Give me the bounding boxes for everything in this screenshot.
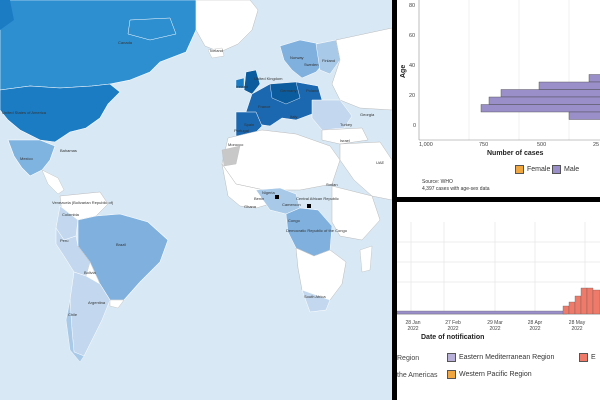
legend-swatch [552, 165, 561, 174]
map-label: Italy [290, 114, 298, 119]
map-label: Cameroon [282, 202, 301, 207]
x-tick-label: 750 [479, 142, 489, 148]
map-label: France [258, 104, 271, 109]
map-label: Israel [340, 138, 350, 143]
epi-bar [574, 295, 582, 315]
date-tick: 28 Jan 2022 [405, 320, 421, 332]
map-label: United States of America [2, 110, 47, 115]
map-label: Spain [244, 122, 255, 127]
date-tick: 29 Mar 2022 [487, 320, 503, 332]
epi-curve-chart [397, 222, 600, 315]
case-count-note: 4,397 cases with age-sex data [422, 186, 490, 192]
map-label: Bolivia [84, 270, 96, 275]
y-tick-label: 60 [409, 33, 416, 39]
epi-curve-panel: 28 Jan 2022 27 Feb 2022 29 Mar 2022 28 Apr 2… [397, 202, 600, 400]
legend-swatch [579, 353, 588, 362]
map-label: Democratic Republic of the Congo [286, 228, 347, 233]
map-label: Ghana [244, 204, 257, 209]
age-bar [488, 96, 600, 105]
y-tick-label: 80 [409, 3, 416, 9]
map-label: Poland [306, 88, 319, 93]
map-label: Ireland [236, 84, 249, 89]
legend-item-wpr: Western Pacific Region [447, 370, 532, 379]
x-axis-title: Number of cases [487, 150, 544, 157]
x-tick-label: 500 [537, 142, 547, 148]
map-label: Central African Republic [296, 196, 339, 201]
source-note: Source: WHO [422, 179, 453, 185]
map-label: Canada [118, 40, 133, 45]
map-label: Sweden [304, 62, 319, 67]
date-tick: 27 Feb 2022 [445, 320, 461, 332]
map-label: Argentina [88, 300, 106, 305]
small-country-marker [275, 195, 279, 199]
y-axis-title: Age [400, 64, 407, 78]
age-bar [480, 104, 600, 113]
y-tick-label: 40 [409, 63, 416, 69]
age-bar [568, 111, 600, 120]
epi-bar [562, 305, 570, 315]
legend-item-female: Female [515, 165, 550, 174]
world-map-panel[interactable]: Canada United States of America Mexico B… [0, 0, 392, 400]
panel-divider [392, 0, 397, 400]
greenland-shape [195, 0, 259, 53]
world-map [0, 0, 392, 363]
x-tick-label: 25 [593, 142, 600, 148]
map-label: Iceland [210, 48, 223, 53]
map-label: Germany [280, 88, 297, 93]
age-bar [538, 81, 600, 90]
map-label: Norway [290, 55, 304, 60]
map-label: Turkey [340, 122, 353, 127]
epi-bar [592, 289, 600, 315]
legend-swatch [515, 165, 524, 174]
x-tick-label: 1,000 [419, 142, 433, 148]
legend-item-emr: Eastern Mediterranean Region [447, 353, 554, 362]
usa-shape [0, 83, 121, 143]
age-bar [500, 89, 600, 98]
age-pyramid-chart [418, 0, 600, 141]
legend-swatch [447, 353, 456, 362]
map-label: Sudan [326, 182, 338, 187]
legend-swatch [447, 370, 456, 379]
map-label: Mexico [20, 156, 33, 161]
map-label: Congo [288, 218, 300, 223]
epi-bar [586, 287, 594, 315]
legend-item-male: Male [552, 165, 579, 174]
map-label: Bahamas [60, 148, 77, 153]
map-label: Morocco [228, 142, 244, 147]
map-label: Finland [322, 58, 336, 63]
legend-item-europe: E [579, 353, 596, 362]
age-pyramid-panel: 80 60 40 20 0 Age 1,000 750 500 25 Numbe… [397, 0, 600, 197]
map-label: Nigeria [262, 190, 275, 195]
y-tick-label: 20 [409, 93, 416, 99]
map-label: Brazil [116, 242, 127, 247]
epi-bar [568, 301, 576, 315]
map-label: UAE [376, 160, 385, 165]
legend-title: Region [397, 355, 420, 362]
canada-shape [0, 0, 197, 91]
epi-bar [580, 287, 588, 315]
date-tick: 28 May 2022 [568, 320, 586, 332]
date-tick: 28 Apr 2022 [527, 320, 543, 332]
x-axis-title: Date of notification [421, 334, 485, 341]
map-label: Georgia [360, 112, 375, 117]
map-label: Peru [60, 238, 69, 243]
age-bar [588, 74, 600, 83]
map-label: United Kingdom [254, 76, 283, 81]
map-label: South Africa [304, 294, 326, 299]
map-label: Colombia [62, 212, 79, 217]
map-label: Venezuela (Bolivarian Republic of) [52, 200, 114, 205]
legend-item-americas: the Americas [397, 372, 438, 379]
map-label: Benin [254, 196, 265, 201]
map-label: Chile [68, 312, 78, 317]
y-tick-label: 0 [413, 123, 417, 129]
panel-divider [397, 197, 600, 202]
small-country-marker [307, 204, 311, 208]
map-label: Portugal [234, 128, 249, 133]
